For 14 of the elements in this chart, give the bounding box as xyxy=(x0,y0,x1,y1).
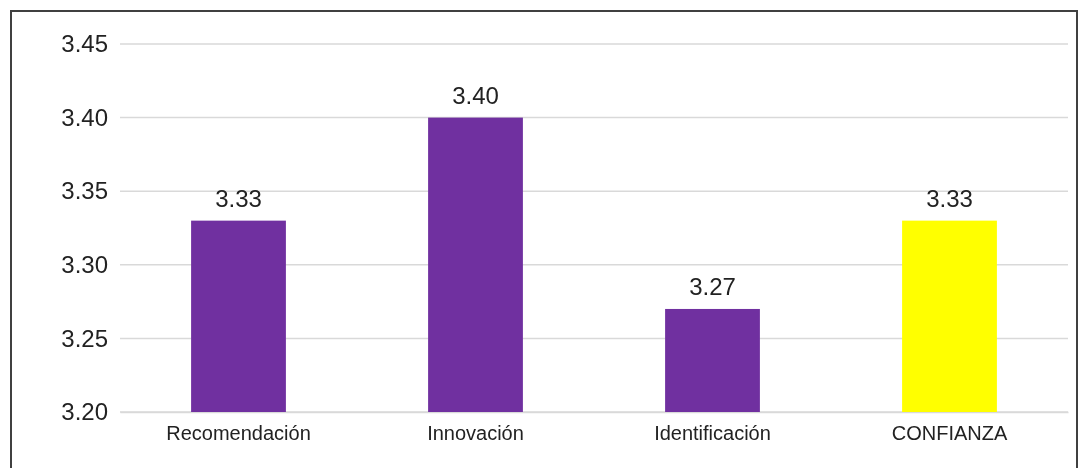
y-tick-label: 3.40 xyxy=(61,103,108,131)
data-label: 3.33 xyxy=(926,184,973,212)
y-tick-label: 3.45 xyxy=(61,30,108,58)
data-label: 3.27 xyxy=(689,272,736,300)
x-tick-label: Recomendación xyxy=(166,422,311,445)
y-tick-label: 3.20 xyxy=(61,398,108,426)
data-label: 3.40 xyxy=(452,81,499,109)
y-tick-label: 3.25 xyxy=(61,324,108,352)
x-tick-label: CONFIANZA xyxy=(891,422,1008,445)
x-tick-label: Identificación xyxy=(654,422,771,445)
data-label: 3.33 xyxy=(215,184,262,212)
x-tick-label: Innovación xyxy=(427,422,524,445)
y-tick-label: 3.30 xyxy=(61,250,108,278)
y-tick-label: 3.35 xyxy=(61,177,108,205)
